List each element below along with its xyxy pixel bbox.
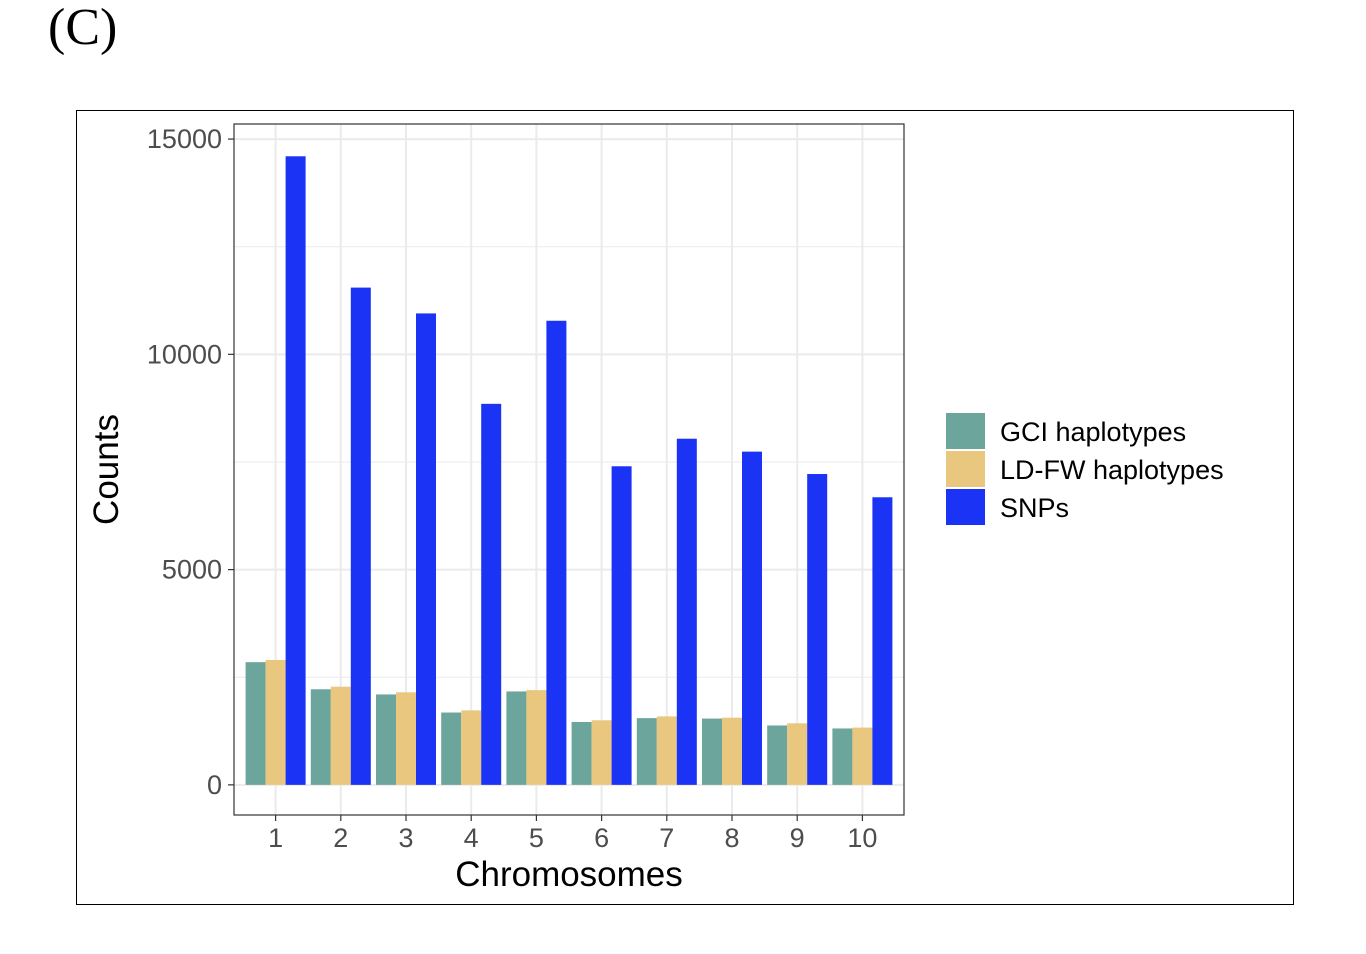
plot-panel-border [233,123,905,816]
x-tick-label: 6 [594,823,609,853]
bar-ld-fw-haplotypes-chr-1 [265,660,286,785]
y-tick-label: 10000 [147,339,222,369]
x-tick-label: 7 [659,823,674,853]
bar-gci-haplotypes-chr-4 [441,712,462,785]
x-tick-label: 9 [790,823,805,853]
bar-gci-haplotypes-chr-1 [245,662,266,785]
x-axis-ticks: 1 2 3 4 5 6 7 8 9 10 [268,815,877,853]
bar-snps-chr-8 [742,451,762,785]
bar-snps-chr-10 [872,497,893,785]
bar-snps-chr-1 [285,156,306,785]
bar-ld-fw-haplotypes-chr-7 [656,716,677,785]
y-axis-ticks: 0 5000 10000 15000 [147,124,234,800]
legend-key [946,413,985,449]
y-tick-label: 15000 [147,124,222,154]
y-tick-label: 0 [207,770,222,800]
bar-snps-chr-2 [350,287,371,785]
bar-ld-fw-haplotypes-chr-4 [461,710,482,785]
legend-label: SNPs [1000,493,1069,523]
bar-gci-haplotypes-chr-9 [767,725,788,785]
bar-gci-haplotypes-chr-10 [832,728,853,785]
x-tick-label: 1 [268,823,283,853]
legend: GCI haplotypes LD-FW haplotypes SNPs [946,413,1224,525]
bar-snps-chr-4 [481,403,502,785]
bar-gci-haplotypes-chr-6 [571,722,592,785]
bar-gci-haplotypes-chr-7 [636,718,657,785]
bar-gci-haplotypes-chr-5 [506,691,527,785]
x-tick-label: 5 [529,823,544,853]
bar-ld-fw-haplotypes-chr-6 [591,720,612,785]
bar-snps-chr-9 [807,474,828,785]
bars [245,156,893,785]
x-tick-label: 2 [333,823,348,853]
bar-gci-haplotypes-chr-8 [702,718,722,785]
legend-key [946,489,985,525]
legend-label: LD-FW haplotypes [1000,455,1224,485]
bar-gci-haplotypes-chr-2 [310,689,331,785]
legend-key [946,451,985,487]
x-tick-label: 3 [398,823,413,853]
bar-snps-chr-6 [611,466,632,785]
bar-ld-fw-haplotypes-chr-2 [330,686,351,785]
bar-gci-haplotypes-chr-3 [376,694,396,785]
figure-frame [76,110,1294,905]
legend-label: GCI haplotypes [1000,417,1186,447]
y-axis-title: Counts [87,414,126,525]
bar-ld-fw-haplotypes-chr-8 [722,717,742,785]
bar-ld-fw-haplotypes-chr-9 [787,723,808,785]
x-tick-label: 4 [464,823,479,853]
panel-label: (C) [48,0,118,56]
bar-snps-chr-7 [676,438,697,785]
bar-ld-fw-haplotypes-chr-3 [396,692,416,785]
bar-ld-fw-haplotypes-chr-10 [852,727,873,785]
bar-ld-fw-haplotypes-chr-5 [526,690,547,785]
bar-snps-chr-5 [546,320,567,785]
x-tick-label: 10 [847,823,877,853]
x-axis-title: Chromosomes [455,855,683,894]
bar-snps-chr-3 [416,313,436,785]
y-tick-label: 5000 [162,555,222,585]
x-tick-label: 8 [724,823,739,853]
